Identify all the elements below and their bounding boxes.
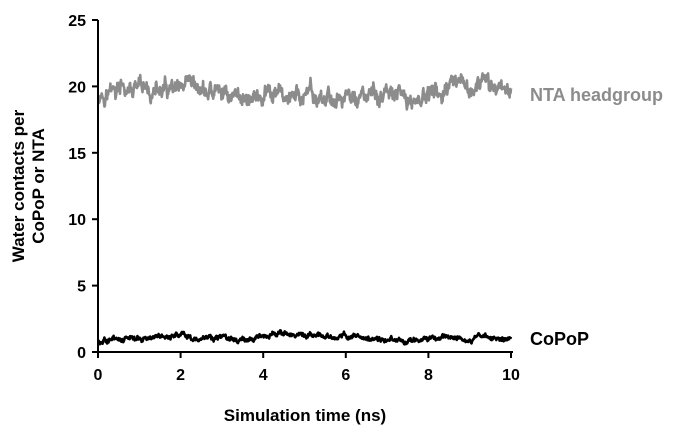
series-label-nta-headgroup: NTA headgroup bbox=[530, 85, 663, 105]
y-tick-label: 10 bbox=[68, 212, 86, 229]
y-axis-title-line-2: CoPoP or NTA bbox=[29, 128, 48, 244]
x-tick-label: 0 bbox=[94, 367, 103, 384]
series-layer bbox=[96, 72, 513, 346]
x-tick-label: 8 bbox=[424, 367, 433, 384]
x-axis-title: Simulation time (ns) bbox=[224, 406, 386, 425]
series-line-copop bbox=[97, 329, 513, 346]
y-tick-label: 25 bbox=[68, 13, 86, 30]
y-tick-label: 15 bbox=[68, 146, 86, 163]
series-line-nta-headgroup bbox=[96, 72, 513, 111]
ticks-layer: 0 5 10 15 20 25 0 2 4 6 8 10 bbox=[68, 13, 520, 384]
x-tick-label: 10 bbox=[502, 367, 520, 384]
x-tick-label: 2 bbox=[176, 367, 185, 384]
x-tick-label: 6 bbox=[341, 367, 350, 384]
y-tick-label: 5 bbox=[77, 279, 86, 296]
series-label-copop: CoPoP bbox=[530, 329, 589, 349]
x-tick-label: 4 bbox=[259, 367, 268, 384]
y-axis-title-line-1: Water contacts per bbox=[9, 109, 28, 262]
y-tick-label: 0 bbox=[77, 345, 86, 362]
y-tick-label: 20 bbox=[68, 79, 86, 96]
